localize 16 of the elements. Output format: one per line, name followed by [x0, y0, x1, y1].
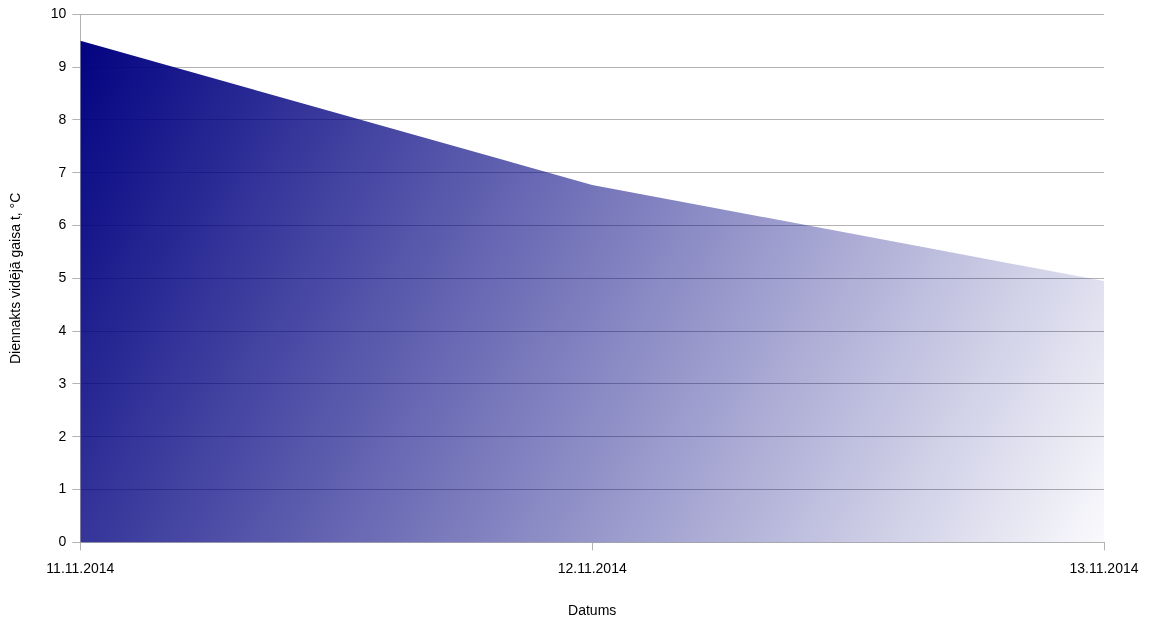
y-tick-label: 4	[58, 322, 67, 339]
y-tick-label: 5	[58, 269, 67, 286]
x-tick-label: 13.11.2014	[1069, 559, 1139, 576]
y-tick-label: 10	[50, 5, 67, 22]
y-tick-label: 9	[58, 58, 67, 75]
y-tick-label: 7	[58, 163, 67, 180]
y-tick-label: 6	[58, 216, 67, 233]
y-tick-label: 8	[58, 110, 67, 127]
y-tick-label: 2	[58, 427, 67, 444]
y-tick-label: 0	[58, 533, 67, 550]
y-tick-label: 1	[58, 480, 67, 497]
x-tick-label: 12.11.2014	[557, 559, 627, 576]
x-tick-label: 11.11.2014	[46, 559, 115, 576]
y-tick-label: 3	[58, 374, 67, 391]
y-axis-title: Diennakts vidējā gaisa t, °C	[7, 192, 24, 365]
x-axis-title: Datums	[568, 602, 617, 619]
